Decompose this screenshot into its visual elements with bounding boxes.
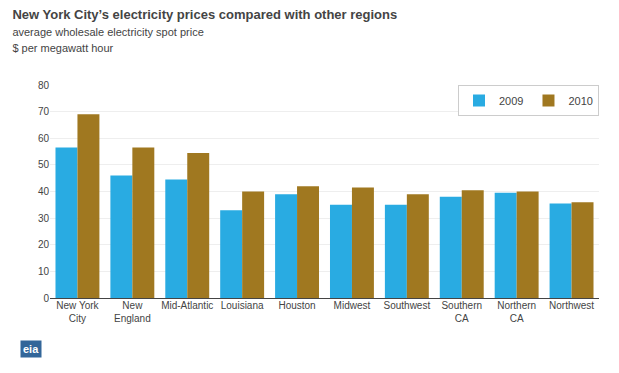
svg-text:10: 10 [38, 266, 50, 277]
svg-text:Houston: Houston [278, 300, 315, 311]
svg-text:NewEngland: NewEngland [114, 300, 151, 324]
svg-text:30: 30 [38, 213, 50, 224]
svg-text:2010: 2010 [568, 95, 592, 107]
svg-text:50: 50 [38, 159, 50, 170]
svg-text:New YorkCity: New YorkCity [56, 300, 99, 324]
svg-text:Northwest: Northwest [549, 300, 594, 311]
svg-text:Midwest: Midwest [334, 300, 371, 311]
svg-text:40: 40 [38, 186, 50, 197]
svg-text:Mid-Atlantic: Mid-Atlantic [161, 300, 213, 311]
svg-text:Southwest: Southwest [383, 300, 430, 311]
svg-text:70: 70 [38, 106, 50, 117]
svg-text:20: 20 [38, 239, 50, 250]
svg-text:60: 60 [38, 133, 50, 144]
svg-text:0: 0 [43, 293, 49, 304]
svg-text:NorthernCA: NorthernCA [497, 300, 536, 324]
svg-text:SouthernCA: SouthernCA [441, 300, 482, 324]
svg-text:Louisiana: Louisiana [221, 300, 264, 311]
svg-text:eia: eia [23, 343, 39, 355]
svg-text:80: 80 [38, 80, 50, 91]
svg-text:2009: 2009 [499, 95, 523, 107]
svg-text:New York City’s electricity pr: New York City’s electricity prices compa… [12, 7, 397, 55]
